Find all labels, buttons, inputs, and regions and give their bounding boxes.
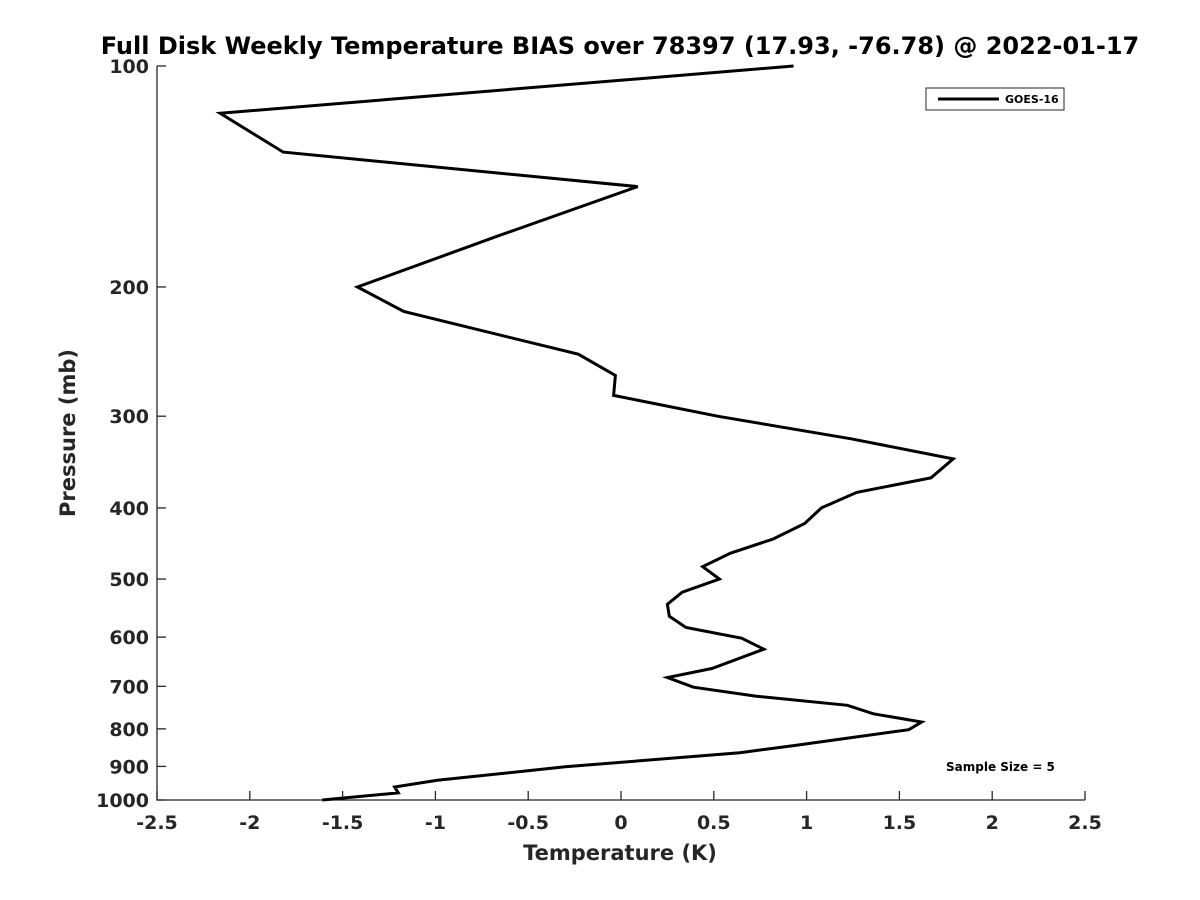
x-tick-label: -2 [239,812,260,834]
x-tick-label: -1.5 [322,812,364,834]
x-tick-label: 0 [614,812,627,834]
series-lines [215,64,957,802]
y-tick-label: 800 [109,719,149,741]
x-tick-label: -2.5 [136,812,178,834]
series-line-goes-16 [215,64,957,802]
legend-entry-goes-16: GOES-16 [1005,93,1059,106]
y-axis-ticks: 100 200 300 400 500 600 700 800 900 1000 [96,56,166,812]
x-axis-ticks: -2.5 -2 -1.5 -1 -0.5 0 0.5 1 1.5 2 2.5 [136,791,1102,834]
x-tick-label: -0.5 [507,812,549,834]
y-axis-label: Pressure (mb) [56,349,80,517]
y-tick-label: 200 [109,277,149,299]
x-tick-label: 0.5 [697,812,731,834]
legend: GOES-16 [925,87,1065,111]
sample-size-annotation: Sample Size = 5 [946,760,1055,774]
y-tick-label: 100 [109,56,149,78]
y-tick-label: 300 [109,406,149,428]
y-tick-label: 500 [109,569,149,591]
y-tick-label: 900 [109,756,149,778]
y-tick-label: 700 [109,676,149,698]
x-tick-label: 2.5 [1068,812,1102,834]
y-tick-label: 400 [109,498,149,520]
x-tick-label: 1.5 [883,812,917,834]
chart-title: Full Disk Weekly Temperature BIAS over 7… [101,32,1140,60]
x-tick-label: 1 [800,812,813,834]
x-tick-label: -1 [425,812,446,834]
y-tick-label: 600 [109,627,149,649]
plot-area: -2.5 -2 -1.5 -1 -0.5 0 0.5 1 1.5 2 2.5 100 200 300 40… [96,56,1102,834]
x-tick-label: 2 [986,812,999,834]
y-tick-label: 1000 [96,790,149,812]
x-axis-label: Temperature (K) [523,841,717,865]
